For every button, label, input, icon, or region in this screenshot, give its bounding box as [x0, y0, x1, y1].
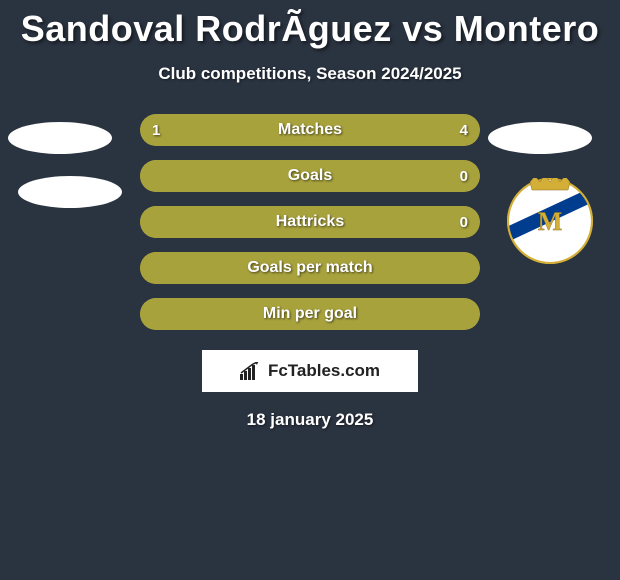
- branding-text: FcTables.com: [268, 361, 380, 381]
- bar-row: Hattricks0: [140, 206, 480, 238]
- subtitle: Club competitions, Season 2024/2025: [0, 64, 620, 84]
- svg-text:M: M: [538, 207, 563, 236]
- bar-label: Goals: [140, 160, 480, 192]
- bar-label: Hattricks: [140, 206, 480, 238]
- bar-row: Matches1 4: [140, 114, 480, 146]
- player-placeholder-oval: [488, 122, 592, 154]
- bar-value-right: 4: [460, 114, 468, 146]
- club-crest-right: M: [500, 178, 600, 264]
- comparison-bars: Matches14Goals0Hattricks0Goals per match…: [140, 114, 480, 330]
- branding-box: FcTables.com: [202, 350, 418, 392]
- bar-label: Goals per match: [140, 252, 480, 284]
- bar-label: Matches: [140, 114, 480, 146]
- bar-row: Min per goal: [140, 298, 480, 330]
- bar-label: Min per goal: [140, 298, 480, 330]
- page-title: Sandoval RodrÃ­guez vs Montero: [0, 0, 620, 50]
- bar-row: Goals per match: [140, 252, 480, 284]
- bar-value-right: 0: [460, 160, 468, 192]
- bar-chart-icon: [240, 362, 262, 380]
- player-placeholder-oval: [18, 176, 122, 208]
- bar-value-right: 0: [460, 206, 468, 238]
- player-placeholder-oval: [8, 122, 112, 154]
- bar-row: Goals0: [140, 160, 480, 192]
- date-line: 18 january 2025: [0, 410, 620, 430]
- bar-value-left: 1: [152, 114, 160, 146]
